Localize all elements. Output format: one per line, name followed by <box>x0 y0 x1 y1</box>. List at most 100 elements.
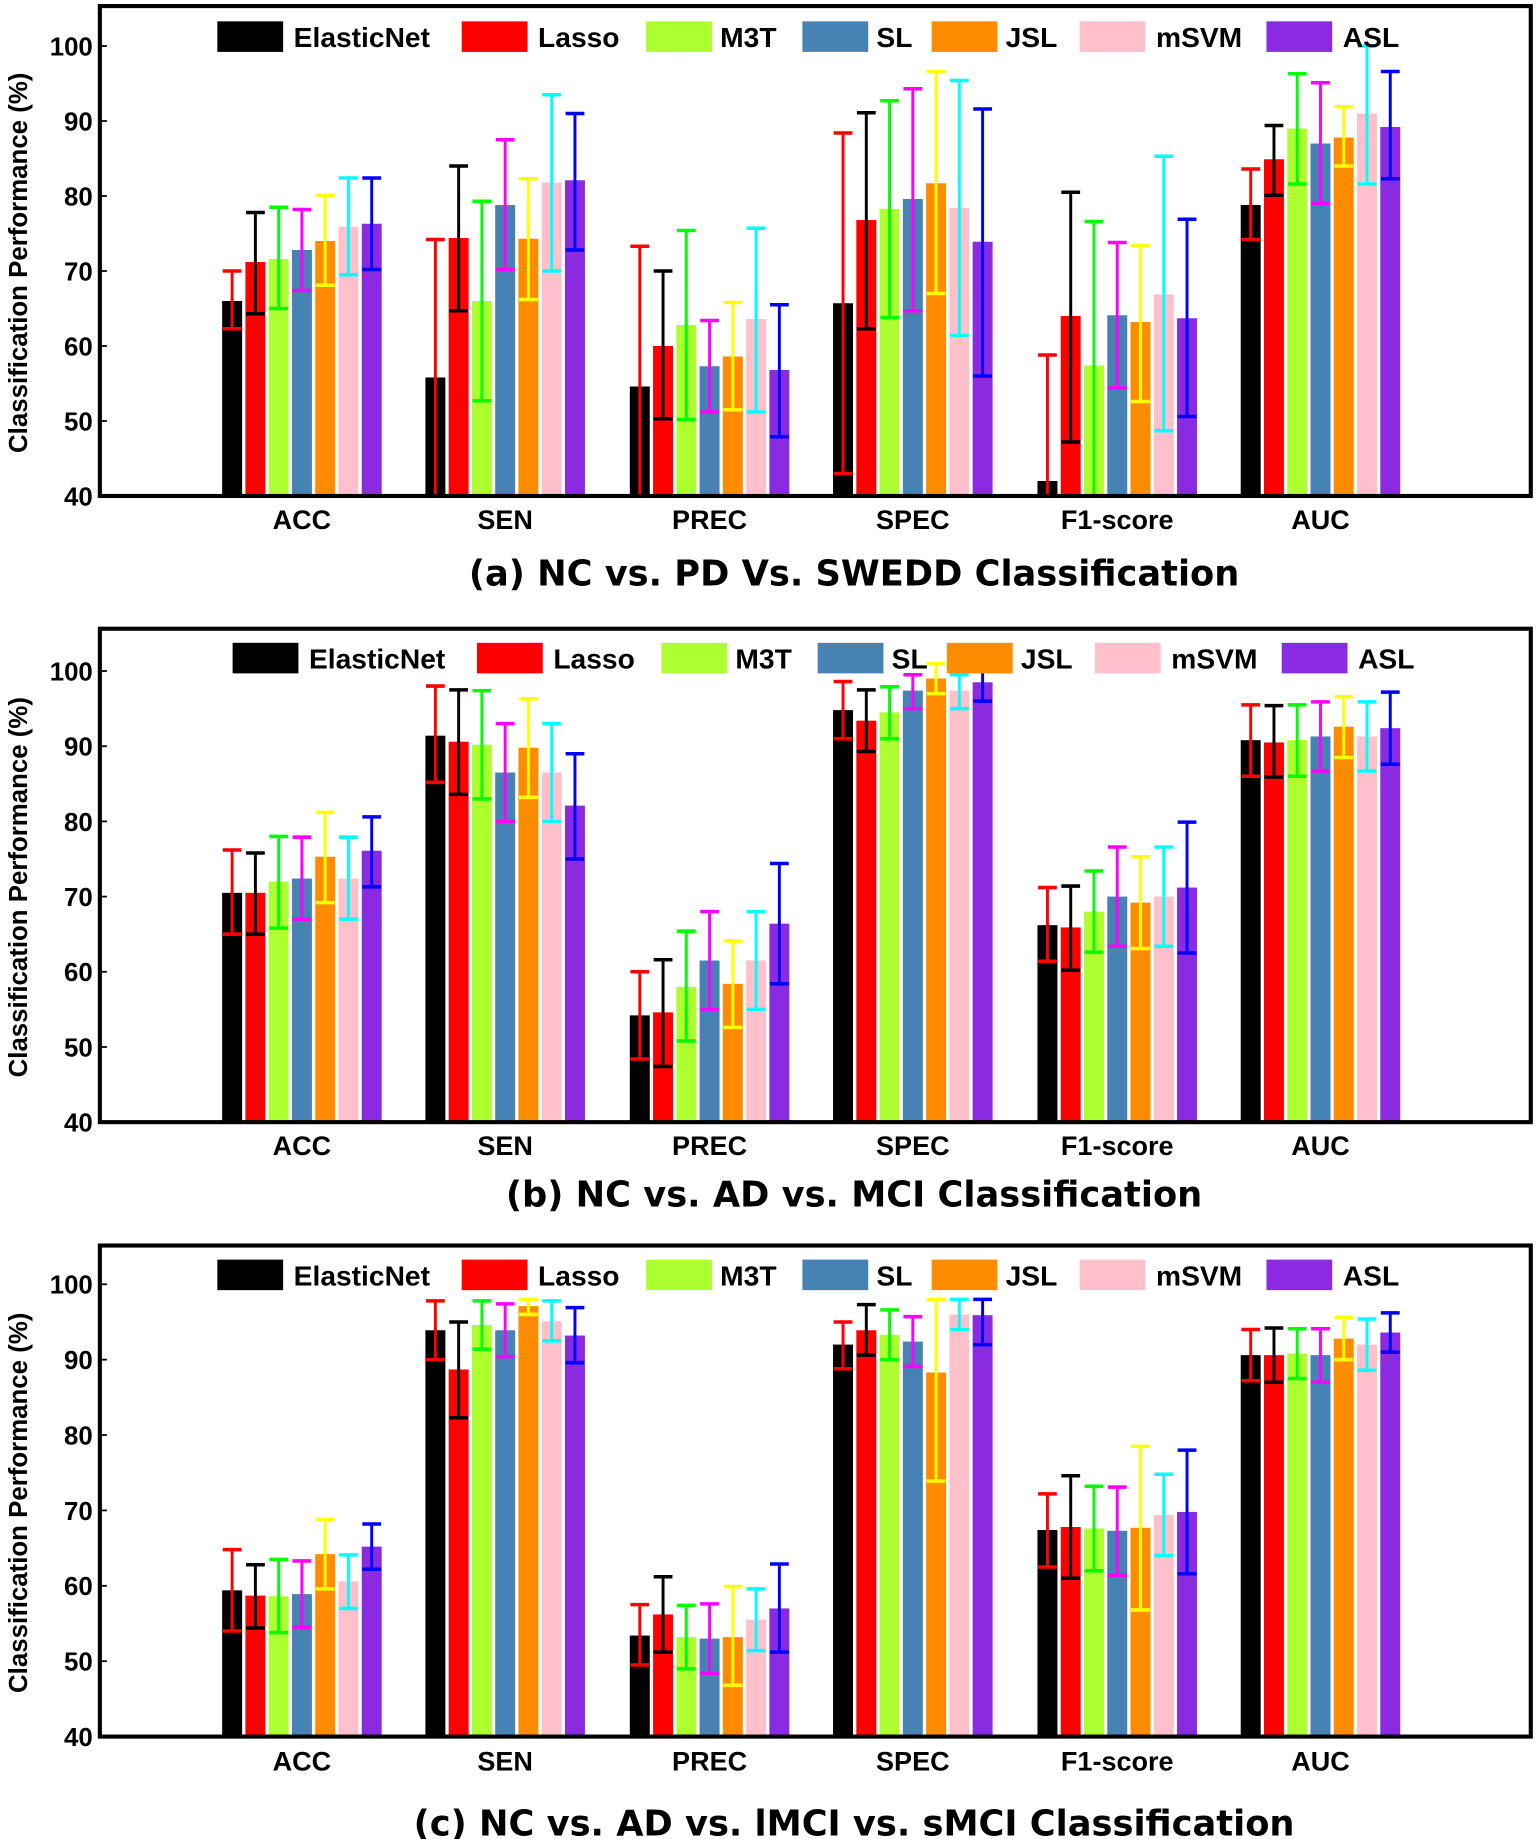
error-bar-SL-SEN <box>495 721 515 824</box>
bar-SL-F1-score <box>1107 896 1128 1123</box>
error-bar-M3T-ACC <box>269 205 289 311</box>
plot-frame <box>97 626 1533 1125</box>
bar-M3T-AUC <box>1287 1353 1308 1737</box>
error-bar-ElasticNet-PREC <box>630 970 650 1061</box>
error-bar-ASL-AUC <box>1380 69 1400 181</box>
error-bar-JSL-SPEC <box>926 69 946 296</box>
y-tick-label: 80 <box>64 1422 93 1450</box>
error-bar-M3T-SEN <box>472 688 492 801</box>
error-bar-M3T-F1-score <box>1084 219 1104 496</box>
bar-Lasso-SEN <box>448 741 469 1123</box>
y-axis-label: Classification Performance (%) <box>5 1313 33 1693</box>
legend-swatch <box>1094 642 1161 674</box>
bar-SL-AUC <box>1310 143 1331 496</box>
bar-Lasso-ACC <box>245 892 266 1123</box>
error-bar-Lasso-SEN <box>449 688 469 797</box>
error-bar-ElasticNet-PREC <box>630 1602 650 1667</box>
bar-mSVM-SPEC <box>949 208 970 496</box>
bar-mSVM-PREC <box>746 960 767 1123</box>
error-bar-Lasso-F1-score <box>1061 1473 1081 1581</box>
bar-ElasticNet-SEN <box>425 735 446 1123</box>
error-bar-SL-PREC <box>700 1602 719 1676</box>
bar-ElasticNet-AUC <box>1240 740 1261 1123</box>
bar-Lasso-PREC <box>653 345 674 496</box>
x-tick-label: SEN <box>477 505 533 535</box>
bar-Lasso-ACC <box>245 1595 266 1737</box>
bar-SL-PREC <box>699 1638 720 1737</box>
legend-label: Lasso <box>538 1259 619 1291</box>
bar-JSL-PREC <box>722 983 743 1123</box>
legend-swatch <box>1281 642 1348 674</box>
error-bar-ASL-PREC <box>769 1562 789 1654</box>
chart-title: (c) NC vs. AD vs. lMCI vs. sMCI Classifi… <box>414 1803 1295 1839</box>
error-bar-mSVM-SEN <box>542 721 562 824</box>
legend-swatch <box>817 642 884 674</box>
y-tick-label: 50 <box>64 408 93 436</box>
legend-label: M3T <box>735 643 791 675</box>
error-bar-Lasso-SEN <box>449 1320 469 1420</box>
bar-SL-ACC <box>291 1594 312 1737</box>
legend-swatch <box>1266 21 1333 52</box>
error-bar-Lasso-ACC <box>246 851 265 936</box>
chart-title: (b) NC vs. AD vs. MCI Classification <box>506 1175 1202 1216</box>
error-bar-mSVM-F1-score <box>1154 154 1174 433</box>
error-bar-M3T-SPEC <box>880 99 899 320</box>
bar-mSVM-F1-score <box>1153 1514 1174 1737</box>
plot-frame <box>97 4 1533 499</box>
bar-ElasticNet-PREC <box>629 1635 650 1737</box>
bar-JSL-SPEC <box>926 183 947 496</box>
chart-panel-1: 40 50 60 70 80 90 100 Classification Performanc… <box>5 4 1533 594</box>
error-bar-M3T-SEN <box>472 1299 492 1351</box>
error-bar-SL-PREC <box>700 318 719 414</box>
y-tick-label: 50 <box>64 1034 93 1062</box>
y-tick-label: 40 <box>64 483 93 511</box>
bar-SL-ACC <box>291 878 312 1123</box>
y-tick-label: 100 <box>50 658 93 686</box>
bar-SL-PREC <box>699 960 720 1123</box>
bar-JSL-F1-score <box>1130 321 1151 496</box>
bar-JSL-ACC <box>315 1554 336 1737</box>
bar-JSL-F1-score <box>1130 1527 1151 1737</box>
x-tick-label: PREC <box>672 505 747 535</box>
legend-label: ASL <box>1358 643 1414 675</box>
legend-item-SL: SL <box>817 642 928 675</box>
error-bar-mSVM-SEN <box>542 93 562 273</box>
error-bar-mSVM-SPEC <box>949 673 969 711</box>
y-tick-label: 70 <box>64 1498 93 1526</box>
legend-label: mSVM <box>1156 21 1242 53</box>
error-bar-Lasso-SEN <box>449 164 469 313</box>
error-bar-Lasso-F1-score <box>1061 884 1081 973</box>
bar-M3T-SEN <box>471 744 492 1123</box>
error-bar-ElasticNet-F1-score <box>1038 353 1057 496</box>
error-bar-mSVM-SPEC <box>949 78 969 338</box>
bar-ASL-ACC <box>361 223 382 496</box>
error-bar-JSL-PREC <box>723 1584 743 1688</box>
error-bar-M3T-AUC <box>1287 703 1307 779</box>
error-bar-M3T-ACC <box>269 834 289 930</box>
legend-item-JSL: JSL <box>946 643 1073 675</box>
bar-ASL-SPEC <box>972 1315 993 1737</box>
legend-item-mSVM: mSVM <box>1079 21 1242 53</box>
legend-item-SL: SL <box>802 1259 912 1291</box>
legend-label: Lasso <box>553 643 634 675</box>
error-bar-ASL-F1-score <box>1177 1448 1197 1576</box>
error-bar-SL-AUC <box>1311 1326 1330 1385</box>
legend-swatch <box>217 1259 284 1291</box>
bar-SL-SEN <box>495 772 516 1123</box>
error-bar-mSVM-AUC <box>1357 700 1377 773</box>
legend-label: M3T <box>720 1259 776 1291</box>
error-bar-JSL-SEN <box>519 697 538 800</box>
chart-panel-2: 40 50 60 70 80 90 100 Classification Performanc… <box>5 626 1533 1216</box>
bar-ASL-SEN <box>564 180 585 496</box>
legend-label: Lasso <box>538 21 619 53</box>
bar-ElasticNet-F1-score <box>1037 1530 1058 1737</box>
error-bar-JSL-ACC <box>315 1517 335 1591</box>
error-bar-Lasso-AUC <box>1264 703 1284 779</box>
legend-label: ASL <box>1343 21 1399 53</box>
error-bar-ElasticNet-ACC <box>222 269 242 331</box>
error-bar-ASL-PREC <box>769 861 789 986</box>
bar-ElasticNet-ACC <box>222 301 243 496</box>
error-bar-ElasticNet-AUC <box>1241 1327 1261 1383</box>
y-tick-label: 40 <box>64 1724 93 1752</box>
error-bar-mSVM-ACC <box>339 176 358 277</box>
